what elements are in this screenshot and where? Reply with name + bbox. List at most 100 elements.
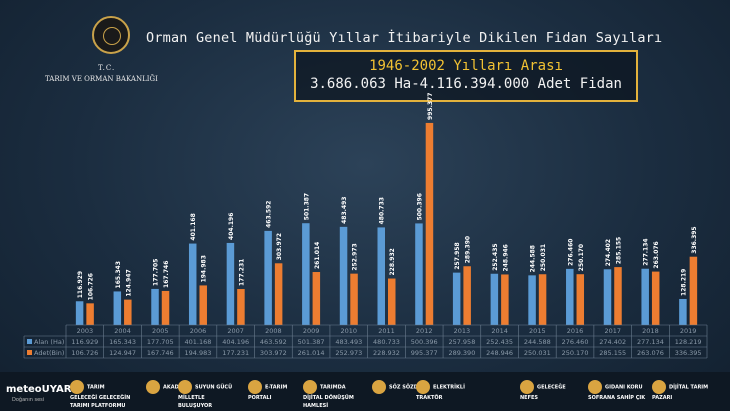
- bar-adet-2006: [199, 285, 207, 325]
- table-cell-adet-2010: 252.973: [335, 349, 362, 357]
- bar-alan-2003: [75, 301, 84, 325]
- bar-alan-2010: [339, 226, 348, 325]
- data-label-adet-2004: 124.947: [125, 269, 132, 296]
- data-label-adet-2006: 194.983: [201, 255, 208, 282]
- bar-adet-2016: [576, 274, 585, 325]
- bar-alan-2017: [603, 269, 612, 325]
- footer-logo-8: GIDANI KORU SOFRANA SAHİP ÇIK: [588, 380, 650, 402]
- footer-logo-5: SÖZ SÖZDE: [372, 380, 434, 394]
- partner-logo-icon: [303, 380, 317, 394]
- footer-logo-2: SUYUN GÜCÜ MİLLETLE BULUŞUYOR: [178, 380, 240, 410]
- table-cell-alan-2012: 500.396: [411, 338, 438, 346]
- data-label-alan-2003: 116.929: [77, 271, 84, 298]
- data-label-alan-2016: 276.460: [567, 239, 574, 266]
- tick-label-2003: 2003: [77, 327, 94, 335]
- table-cell-alan-2019: 128.219: [675, 338, 702, 346]
- footer-logo-9: DİJİTAL TARIM PAZARI: [652, 380, 714, 402]
- legend-key-alan: [27, 339, 32, 344]
- data-label-adet-2008: 303.972: [276, 233, 283, 260]
- tick-label-2005: 2005: [152, 327, 169, 335]
- bar-adet-2013: [463, 266, 471, 325]
- bar-alan-2007: [226, 242, 235, 325]
- table-cell-adet-2011: 228.932: [373, 349, 400, 357]
- data-label-alan-2018: 277.134: [643, 238, 650, 265]
- tick-label-2009: 2009: [303, 327, 320, 335]
- table-cell-alan-2006: 401.168: [185, 338, 212, 346]
- footer-logo-label: DİJİTAL TARIM PAZARI: [652, 384, 709, 402]
- bar-alan-2014: [490, 273, 499, 325]
- bar-alan-2015: [528, 275, 536, 325]
- tick-label-2010: 2010: [341, 327, 358, 335]
- partner-logo-icon: [178, 380, 192, 394]
- tick-label-2007: 2007: [227, 327, 244, 335]
- footer-logo-3: E-TARIM PORTALI: [248, 380, 310, 402]
- footer-logo-label: ELEKTRİKLİ TRAKTÖR: [416, 384, 465, 402]
- table-cell-adet-2018: 263.076: [637, 349, 664, 357]
- tick-label-2017: 2017: [604, 327, 621, 335]
- bar-alan-2016: [566, 268, 574, 325]
- tick-label-2016: 2016: [567, 327, 584, 335]
- data-label-alan-2006: 401.168: [190, 213, 197, 240]
- table-cell-adet-2007: 177.231: [222, 349, 249, 357]
- table-cell-alan-2004: 165.343: [109, 338, 136, 346]
- bar-adet-2012: [425, 122, 434, 325]
- table-cell-adet-2015: 250.031: [524, 349, 551, 357]
- table-cell-adet-2008: 303.972: [260, 349, 287, 357]
- bar-alan-2018: [641, 268, 649, 325]
- tick-label-2006: 2006: [190, 327, 207, 335]
- bar-alan-2012: [415, 223, 423, 325]
- data-label-alan-2010: 483.493: [341, 197, 348, 224]
- data-label-adet-2003: 106.726: [88, 273, 95, 300]
- bar-adet-2018: [651, 271, 660, 325]
- partner-logo-icon: [520, 380, 534, 394]
- bar-adet-2005: [161, 290, 170, 325]
- bar-alan-2004: [113, 291, 122, 325]
- data-label-alan-2012: 500.396: [416, 193, 423, 220]
- table-cell-alan-2016: 276.460: [562, 338, 589, 346]
- bar-alan-2009: [302, 223, 310, 325]
- tc-label: T.C.: [98, 64, 116, 72]
- partner-logo-icon: [416, 380, 430, 394]
- partner-logo-icon: [652, 380, 666, 394]
- data-label-adet-2009: 261.014: [314, 242, 321, 269]
- table-cell-adet-2017: 285.155: [599, 349, 626, 357]
- table-cell-adet-2004: 124.947: [109, 349, 136, 357]
- bar-adet-2007: [237, 289, 245, 325]
- table-cell-adet-2006: 194.983: [185, 349, 212, 357]
- tick-label-2011: 2011: [378, 327, 395, 335]
- footer-logo-label: TARIMDA DİJİTAL DÖNÜŞÜM HAMLESİ: [303, 384, 354, 410]
- table-cell-alan-2017: 274.402: [599, 338, 626, 346]
- footer-logo-label: E-TARIM PORTALI: [248, 384, 288, 402]
- bar-adet-2017: [614, 267, 622, 325]
- table-cell-adet-2003: 106.726: [71, 349, 98, 357]
- table-cell-alan-2014: 252.435: [486, 338, 513, 346]
- data-label-adet-2017: 285.155: [615, 237, 622, 264]
- bar-adet-2010: [350, 273, 358, 325]
- data-label-alan-2005: 177.705: [153, 259, 160, 286]
- legend-key-adet: [27, 350, 32, 355]
- data-label-alan-2017: 274.402: [605, 239, 612, 266]
- data-label-alan-2009: 501.387: [303, 193, 310, 220]
- tick-label-2004: 2004: [114, 327, 131, 335]
- bar-adet-2003: [86, 303, 94, 325]
- table-cell-alan-2007: 404.196: [222, 338, 249, 346]
- data-label-adet-2010: 252.973: [352, 243, 359, 270]
- bar-adet-2004: [124, 299, 132, 325]
- tick-label-2008: 2008: [265, 327, 282, 335]
- data-label-adet-2007: 177.231: [238, 259, 245, 286]
- data-label-adet-2019: 336.395: [691, 226, 698, 253]
- bar-alan-2011: [377, 227, 385, 325]
- tick-label-2018: 2018: [642, 327, 659, 335]
- table-cell-alan-2011: 480.733: [373, 338, 400, 346]
- table-cell-adet-2012: 995.377: [411, 349, 438, 357]
- data-label-adet-2013: 289.390: [465, 236, 472, 263]
- footer-partner-logos: meteoUYARI Doğanın sesi TARIM GELECEĞİ G…: [0, 372, 730, 411]
- table-cell-adet-2005: 167.746: [147, 349, 174, 357]
- footer-logo-label: SÖZ SÖZDE: [389, 384, 422, 391]
- table-cell-adet-2013: 289.390: [448, 349, 475, 357]
- table-cell-adet-2019: 336.395: [675, 349, 702, 357]
- data-label-alan-2004: 165.343: [115, 261, 122, 288]
- footer-logo-4: TARIMDA DİJİTAL DÖNÜŞÜM HAMLESİ: [303, 380, 365, 410]
- data-label-alan-2011: 480.733: [379, 197, 386, 224]
